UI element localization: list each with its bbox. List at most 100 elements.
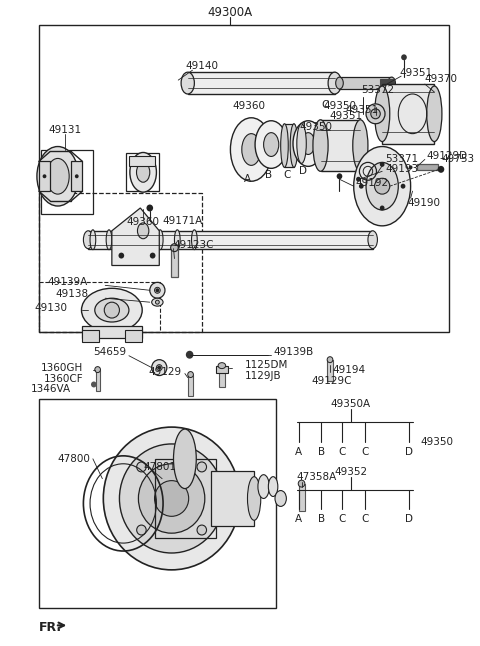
Bar (126, 154, 159, 191)
Text: 49129D: 49129D (427, 151, 468, 162)
Ellipse shape (281, 124, 288, 167)
Ellipse shape (103, 427, 240, 570)
Bar (188, 375, 193, 397)
Ellipse shape (336, 173, 342, 179)
Text: C: C (339, 447, 346, 457)
Bar (285, 124, 294, 167)
Ellipse shape (336, 77, 343, 89)
Ellipse shape (156, 364, 162, 371)
Ellipse shape (104, 302, 120, 318)
Text: 49129: 49129 (148, 366, 181, 377)
Ellipse shape (91, 382, 96, 388)
Ellipse shape (368, 231, 377, 249)
Ellipse shape (137, 223, 149, 239)
Text: 49139B: 49139B (273, 347, 313, 357)
Ellipse shape (156, 300, 159, 304)
Text: 54659: 54659 (93, 347, 126, 357)
Text: 49351: 49351 (330, 111, 363, 121)
Ellipse shape (146, 205, 153, 211)
Ellipse shape (409, 165, 412, 169)
Bar (88, 231, 372, 249)
Text: B: B (318, 514, 325, 525)
Text: D: D (405, 447, 413, 457)
Bar (125, 330, 142, 342)
Bar (129, 156, 156, 167)
Text: 49190: 49190 (408, 198, 441, 208)
Ellipse shape (138, 464, 205, 533)
Ellipse shape (90, 230, 96, 249)
Text: 49131: 49131 (49, 125, 82, 134)
Bar (155, 459, 216, 538)
Ellipse shape (136, 162, 150, 182)
Ellipse shape (123, 230, 129, 249)
Text: 49138: 49138 (55, 289, 88, 299)
Ellipse shape (197, 462, 206, 472)
Ellipse shape (374, 178, 390, 194)
Ellipse shape (75, 174, 79, 178)
Text: 47358A: 47358A (297, 472, 337, 482)
Ellipse shape (248, 477, 261, 520)
Ellipse shape (130, 152, 156, 192)
Ellipse shape (106, 230, 112, 249)
Bar (299, 484, 305, 512)
Ellipse shape (173, 429, 196, 488)
Ellipse shape (171, 244, 178, 252)
Text: 49139A: 49139A (48, 277, 88, 287)
Bar (339, 77, 392, 89)
Text: 49352: 49352 (334, 466, 367, 477)
Ellipse shape (230, 118, 272, 182)
Text: C: C (322, 100, 329, 110)
Text: 49351: 49351 (346, 105, 379, 115)
Polygon shape (112, 208, 159, 266)
Ellipse shape (327, 357, 333, 362)
Bar (82, 326, 142, 338)
Ellipse shape (301, 132, 315, 154)
Text: 49350: 49350 (420, 437, 453, 447)
Text: 53372: 53372 (361, 85, 394, 95)
Text: 47801: 47801 (143, 462, 176, 472)
Text: 49350: 49350 (323, 101, 356, 111)
Text: 49123C: 49123C (173, 240, 214, 250)
Ellipse shape (380, 205, 384, 211)
Bar (71, 162, 83, 191)
Ellipse shape (374, 86, 390, 141)
Text: A: A (244, 174, 251, 184)
Ellipse shape (298, 480, 305, 487)
Bar (82, 330, 98, 342)
Bar (321, 120, 360, 171)
Ellipse shape (82, 288, 142, 332)
Text: 49351: 49351 (399, 68, 432, 78)
Ellipse shape (218, 362, 226, 369)
Text: 49140: 49140 (185, 61, 218, 71)
Text: B: B (265, 171, 272, 180)
Ellipse shape (157, 230, 163, 249)
Ellipse shape (264, 132, 279, 156)
Text: 1129JB: 1129JB (245, 371, 281, 380)
Ellipse shape (155, 481, 189, 516)
Ellipse shape (43, 174, 47, 178)
Ellipse shape (157, 366, 161, 370)
Bar (216, 366, 228, 373)
Ellipse shape (366, 104, 385, 124)
Text: 49130: 49130 (34, 303, 67, 313)
Ellipse shape (359, 183, 364, 189)
Ellipse shape (380, 162, 384, 167)
Ellipse shape (427, 86, 442, 141)
Bar (219, 368, 225, 388)
Bar (417, 164, 438, 171)
Ellipse shape (401, 183, 406, 189)
Ellipse shape (186, 351, 193, 359)
Ellipse shape (37, 147, 79, 206)
Text: 49360: 49360 (233, 101, 266, 111)
Text: 1360GH: 1360GH (41, 362, 84, 373)
Bar (39, 282, 160, 332)
Ellipse shape (401, 54, 407, 60)
Ellipse shape (137, 462, 146, 472)
Ellipse shape (268, 477, 278, 497)
Ellipse shape (140, 230, 146, 249)
Ellipse shape (371, 109, 380, 119)
Text: 49753: 49753 (441, 154, 474, 165)
Text: A: A (295, 514, 302, 525)
Text: C: C (361, 447, 369, 457)
Text: A: A (295, 447, 302, 457)
